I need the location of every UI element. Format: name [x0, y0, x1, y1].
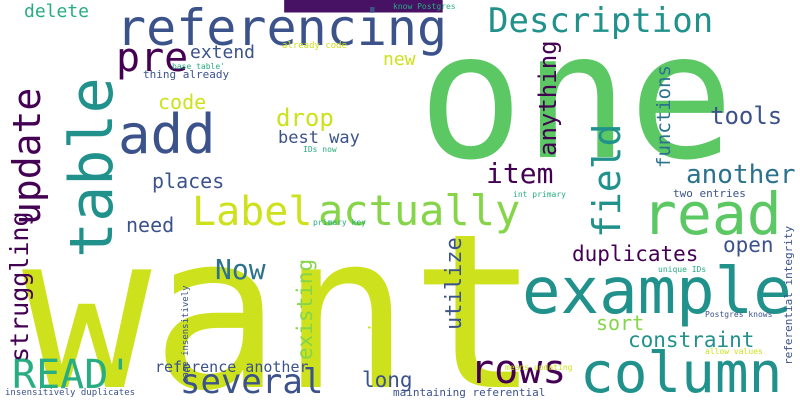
word-code: code	[158, 90, 207, 114]
word-several: several	[180, 362, 324, 400]
word-another: another	[686, 160, 796, 190]
word-functions: functions	[653, 65, 675, 168]
word-already-code: already code	[282, 41, 348, 51]
word-pre: pre	[116, 35, 189, 81]
word-open: open	[723, 233, 774, 257]
word-now: Now	[215, 253, 266, 286]
word-referential-integrity: referential integrity	[782, 225, 795, 365]
word-rows: rows	[470, 347, 567, 393]
word-two-entries: two entries	[673, 187, 746, 200]
word-best-way: best way	[278, 128, 360, 148]
word-one: one	[418, 0, 735, 199]
word-item: item	[486, 157, 554, 190]
word-add: add	[118, 103, 216, 166]
word-int-primary: int primary	[513, 190, 566, 199]
word-anything: anything	[534, 40, 562, 156]
word-means-updating: means updating	[505, 363, 573, 372]
word-struggling: struggling	[5, 211, 34, 362]
word-description: Description	[488, 1, 714, 41]
word-referencing: referencing	[116, 0, 448, 57]
word-label: Label	[192, 189, 313, 235]
word-ids-now: IDs now	[303, 145, 337, 154]
word-duplicates: duplicates	[572, 242, 699, 266]
word-know-postgres: know Postgres	[393, 2, 456, 11]
word-want: want	[22, 187, 540, 400]
word-table: table	[57, 77, 127, 258]
word-update: update	[5, 87, 49, 225]
word-extend: extend	[190, 42, 256, 63]
word-sort: sort	[596, 311, 645, 335]
word-unique-ids: unique IDs	[658, 265, 707, 274]
word-tools: tools	[710, 102, 783, 130]
word-new: new	[383, 49, 416, 70]
word-existing: existing	[293, 258, 317, 360]
word-maintaining-referential: maintaining referential	[393, 386, 546, 399]
word-long: long	[362, 368, 413, 392]
word-example: example	[522, 255, 792, 329]
word-constraint: constraint	[628, 328, 755, 352]
word-allow-values: allow values	[705, 347, 763, 356]
word-places: places	[152, 169, 225, 193]
word-utilize: utilize	[442, 237, 467, 330]
word-base-table: base table'	[172, 62, 225, 71]
word-read: READ'	[12, 352, 133, 398]
word-read: read	[642, 180, 782, 248]
word-drop: drop	[276, 104, 334, 132]
word-reference-another: reference another	[155, 358, 309, 376]
word-delete: delete	[24, 1, 90, 22]
word-need: need	[126, 213, 175, 237]
word-primary-key: primary key	[313, 218, 366, 227]
word-field: field	[585, 123, 629, 238]
word-column: column	[580, 341, 783, 400]
word-insensitively-duplicates: insensitively duplicates	[5, 388, 136, 398]
word-postgres-knows: Postgres knows	[705, 310, 773, 319]
word-case-insensitively: case insensitively	[181, 285, 191, 383]
word-actually: actually	[318, 186, 521, 235]
word-recipes: recipes	[366, 281, 391, 374]
word-thing-already: thing already	[143, 68, 230, 81]
